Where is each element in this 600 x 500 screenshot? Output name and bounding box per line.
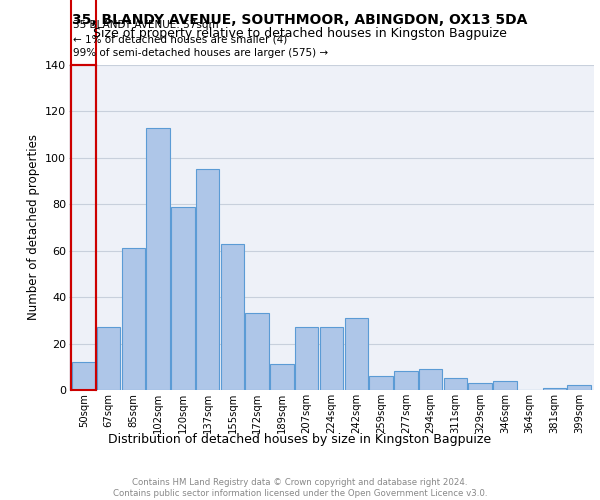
Bar <box>146 128 170 390</box>
Text: 35 BLANDY AVENUE: 57sqm
← 1% of detached houses are smaller (4)
99% of semi-deta: 35 BLANDY AVENUE: 57sqm ← 1% of detached… <box>73 20 328 58</box>
Bar <box>295 328 319 390</box>
Bar <box>72 362 95 390</box>
Text: Contains HM Land Registry data © Crown copyright and database right 2024.
Contai: Contains HM Land Registry data © Crown c… <box>113 478 487 498</box>
Bar <box>394 372 418 390</box>
Text: Size of property relative to detached houses in Kingston Bagpuize: Size of property relative to detached ho… <box>93 28 507 40</box>
Bar <box>542 388 566 390</box>
Bar <box>122 248 145 390</box>
Bar <box>270 364 294 390</box>
Bar <box>97 328 121 390</box>
Bar <box>196 170 220 390</box>
Bar <box>469 383 492 390</box>
Bar <box>369 376 393 390</box>
Text: Distribution of detached houses by size in Kingston Bagpuize: Distribution of detached houses by size … <box>109 432 491 446</box>
Text: 35, BLANDY AVENUE, SOUTHMOOR, ABINGDON, OX13 5DA: 35, BLANDY AVENUE, SOUTHMOOR, ABINGDON, … <box>73 12 527 26</box>
Bar <box>493 380 517 390</box>
Bar <box>171 206 194 390</box>
Bar <box>443 378 467 390</box>
Bar <box>320 328 343 390</box>
Bar <box>568 386 591 390</box>
Bar <box>245 314 269 390</box>
Bar <box>71 65 96 390</box>
Bar <box>221 244 244 390</box>
Bar <box>344 318 368 390</box>
Y-axis label: Number of detached properties: Number of detached properties <box>26 134 40 320</box>
Bar <box>419 369 442 390</box>
